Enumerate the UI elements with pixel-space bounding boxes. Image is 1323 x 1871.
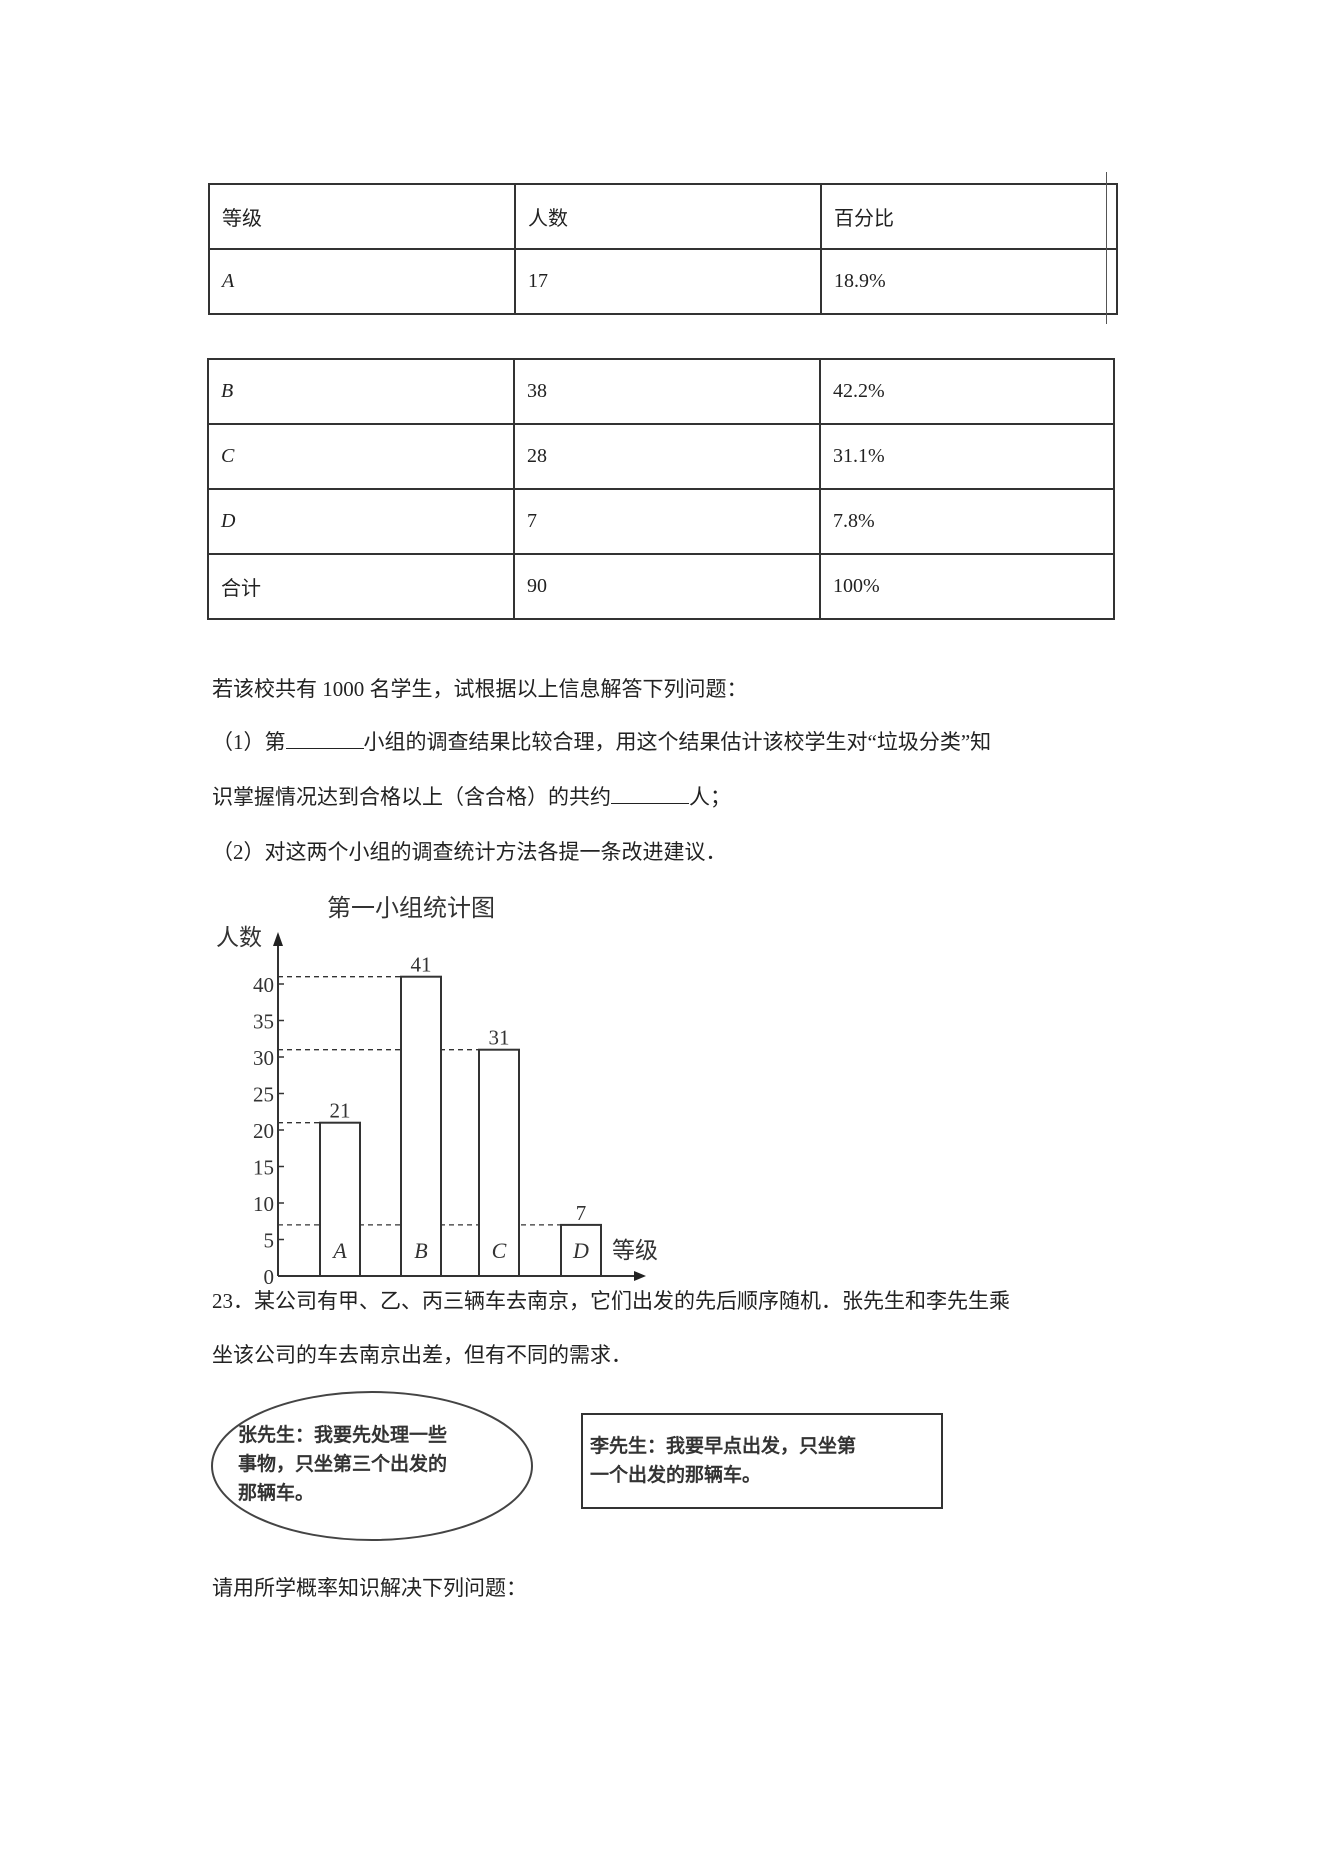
table-cell: A [208, 248, 516, 315]
table-cell: 28 [513, 423, 821, 490]
table-cell: 42.2% [819, 358, 1115, 425]
table-header-cell: 等级 [208, 183, 516, 250]
speech-line: 一个出发的那辆车。 [590, 1464, 762, 1486]
question-23-line-2: 坐该公司的车去南京出差，但有不同的需求． [212, 1343, 632, 1367]
y-tick-label: 35 [253, 1010, 274, 1034]
table-header-row: 等级 人数 百分比 [208, 183, 1118, 250]
table-cell: 100% [819, 553, 1115, 620]
table-cell: 7 [513, 488, 821, 555]
speech-line: 事物，只坐第三个出发的 [238, 1453, 448, 1475]
y-tick-label: 30 [253, 1046, 274, 1070]
table-cell: 31.1% [819, 423, 1115, 490]
table-total-row: 合计 90 100% [207, 553, 1115, 620]
x-tick-label: B [414, 1238, 427, 1263]
x-tick-label: C [492, 1238, 507, 1263]
speech-line: 张先生：我要先处理一些 [238, 1424, 448, 1446]
x-tick-label: D [572, 1238, 589, 1263]
table-cell: D [207, 488, 515, 555]
table-header-cell: 人数 [514, 183, 822, 250]
table-cell: 17 [514, 248, 822, 315]
q1-text: 识掌握情况达到合格以上（含合格）的共约 [212, 785, 611, 809]
grade-table-bottom: B 38 42.2% C 28 31.1% D 7 7.8% 合计 90 100… [207, 358, 1115, 620]
zhang-ellipse [211, 1391, 533, 1541]
data-label: 31 [489, 1026, 510, 1050]
table-row: A 17 18.9% [208, 248, 1118, 315]
question-23-line-1: 23．某公司有甲、乙、丙三辆车去南京，它们出发的先后顺序随机．张先生和李先生乘 [212, 1289, 1010, 1313]
question-1-line-2: 识掌握情况达到合格以上（含合格）的共约 人； [212, 781, 731, 811]
data-label: 41 [411, 953, 432, 977]
q1-text: 小组的调查结果比较合理，用这个结果估计该校学生对“垃圾分类”知 [363, 730, 992, 754]
chart-title: 第一小组统计图 [327, 895, 495, 922]
table-cell: 7.8% [819, 488, 1115, 555]
speech-line: 那辆车。 [238, 1482, 315, 1504]
table-header-cell: 百分比 [820, 183, 1118, 250]
table-cell: 38 [513, 358, 821, 425]
li-speech: 李先生：我要早点出发，只坐第 一个出发的那辆车。 [590, 1432, 856, 1490]
y-tick-label: 10 [253, 1192, 274, 1216]
table-row: B 38 42.2% [207, 358, 1115, 425]
bar-D [560, 1223, 602, 1278]
answer-blank [285, 730, 364, 749]
x-axis-arrow-icon [634, 1271, 646, 1281]
table-cell: C [207, 423, 515, 490]
y-axis-arrow-icon [273, 932, 283, 946]
y-axis-label: 人数 [216, 925, 262, 950]
data-label: 7 [576, 1201, 587, 1225]
table-cell: B [207, 358, 515, 425]
question-1-line-1: （1）第 小组的调查结果比较合理，用这个结果估计该校学生对“垃圾分类”知 [212, 726, 991, 756]
bar-B [400, 975, 442, 1277]
y-tick-label: 40 [253, 973, 274, 997]
y-tick-label: 20 [253, 1119, 274, 1143]
y-tick-label: 0 [264, 1265, 275, 1289]
table-cell: 合计 [207, 553, 515, 620]
table-cell: 18.9% [820, 248, 1118, 315]
question-2: （2）对这两个小组的调查统计方法各提一条改进建议． [212, 840, 727, 864]
li-box [581, 1413, 943, 1509]
y-tick-label: 25 [253, 1083, 274, 1107]
bar-A [319, 1121, 361, 1277]
speech-line: 李先生：我要早点出发，只坐第 [590, 1435, 857, 1457]
table-cell: 90 [513, 553, 821, 620]
answer-blank [611, 785, 689, 804]
final-prompt: 请用所学概率知识解决下列问题： [212, 1576, 527, 1600]
x-axis-label: 等级 [612, 1238, 658, 1263]
zhang-speech: 张先生：我要先处理一些 事物，只坐第三个出发的 那辆车。 [238, 1421, 447, 1508]
table-row: D 7 7.8% [207, 488, 1115, 555]
q1-text: （1）第 [212, 730, 286, 754]
q1-text: 人； [689, 785, 731, 809]
y-tick-label: 15 [253, 1156, 274, 1180]
data-label: 21 [330, 1099, 351, 1123]
table-row: C 28 31.1% [207, 423, 1115, 490]
page-margin-marker [1106, 172, 1107, 324]
intro-text: 若该校共有 1000 名学生，试根据以上信息解答下列问题： [212, 677, 748, 701]
y-tick-label: 5 [264, 1229, 275, 1253]
bar-C [478, 1048, 520, 1277]
x-tick-label: A [331, 1238, 347, 1263]
grade-table-top: 等级 人数 百分比 A 17 18.9% [208, 183, 1118, 315]
